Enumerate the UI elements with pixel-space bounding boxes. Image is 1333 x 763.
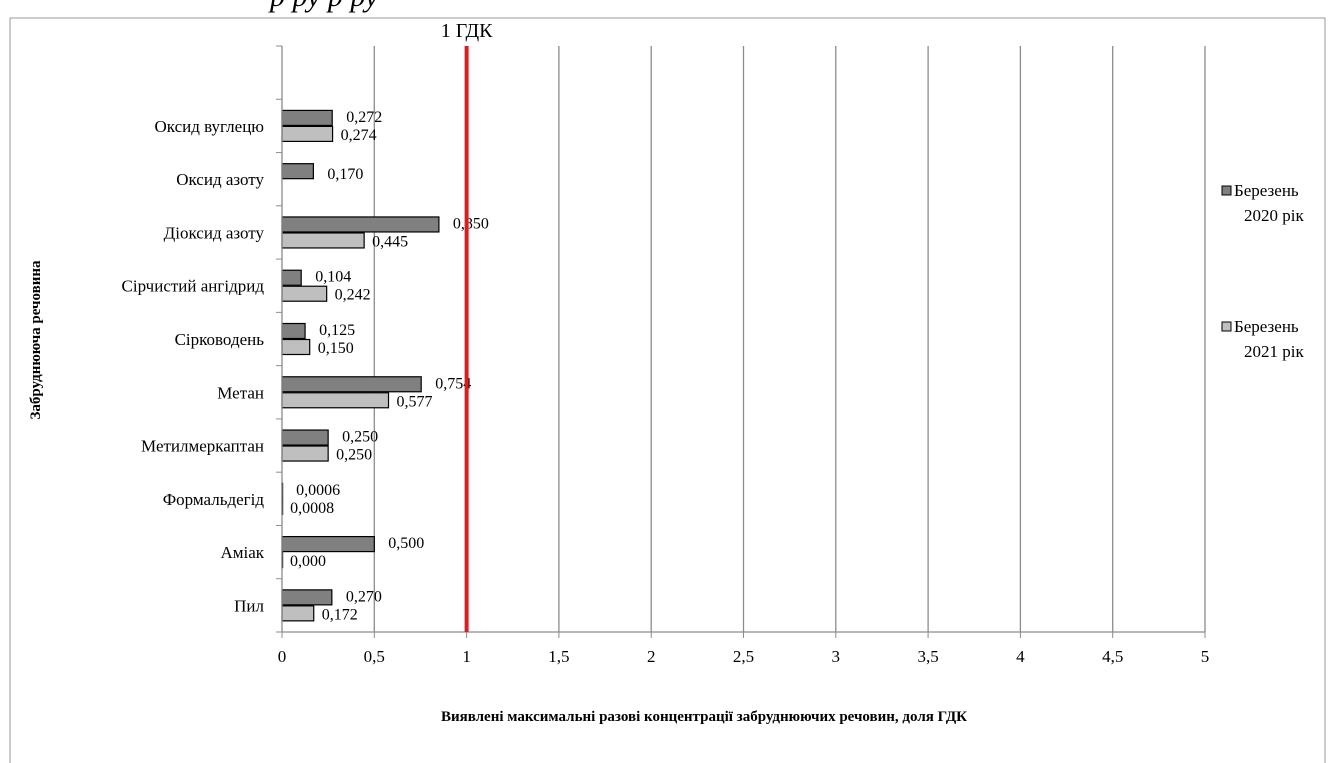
data-label-2020: 0,170 [327, 166, 363, 183]
legend-swatch [1221, 185, 1232, 196]
x-tick-label: 2,5 [733, 647, 754, 666]
x-tick-label: 5 [1201, 647, 1210, 666]
data-labels: 0,2700,1720,5000,0000,00060,00080,2500,2… [290, 109, 489, 623]
bar-2021 [281, 392, 390, 409]
category-label: Аміак [220, 543, 264, 562]
data-label-2021: 0,150 [318, 340, 354, 357]
reference-line-group: 1 ГДК [441, 20, 493, 632]
category-label: Пил [234, 596, 264, 615]
category-label: Діоксид азоту [164, 223, 265, 242]
x-tick-label: 0 [278, 647, 287, 666]
data-label-2020: 0,850 [453, 215, 489, 232]
y-axis-title: Забруднююча речовина [28, 260, 44, 420]
data-label-2021: 0,577 [397, 393, 433, 410]
bar-2020 [281, 429, 329, 446]
category-label: Метан [217, 383, 264, 402]
header-partial-text: р ру р ру [268, 0, 379, 13]
x-tick-label: 3,5 [917, 647, 938, 666]
category-label: Оксид азоту [176, 170, 264, 189]
category-label: Метилмеркаптан [141, 437, 264, 456]
category-label: Формальдегід [163, 490, 265, 509]
x-tick-label: 4,5 [1102, 647, 1123, 666]
legend-label: 2020 рік [1244, 206, 1304, 225]
bar-2021 [281, 125, 334, 143]
data-label-2020: 0,754 [435, 375, 471, 392]
bar-2020 [281, 589, 333, 606]
bar-2021 [281, 445, 329, 462]
reference-line-label: 1 ГДК [441, 20, 493, 42]
x-tick-label: 1 [462, 647, 471, 666]
legend-swatch [1221, 321, 1232, 332]
data-label-2021: 0,250 [336, 447, 372, 464]
x-tick-label: 0,5 [364, 647, 385, 666]
x-tick-label: 3 [832, 647, 841, 666]
bar-2021 [281, 232, 365, 249]
category-label: Оксид вуглецю [154, 117, 264, 136]
x-tick-label: 4 [1016, 647, 1025, 666]
legend-label: Березень [1234, 317, 1299, 336]
category-label: Сірководень [175, 330, 265, 349]
x-tick-label: 2 [647, 647, 656, 666]
data-label-2021: 0,172 [322, 606, 358, 623]
legend-label: Березень [1234, 181, 1299, 200]
bar-2020 [281, 216, 440, 233]
bar-2020 [281, 322, 306, 340]
category-label: Сірчистий ангідрид [122, 277, 265, 296]
data-label-2020: 0,272 [346, 109, 382, 126]
data-label-2020: 0,104 [315, 269, 351, 286]
axes: 0 0,5 1 1,5 2 2,5 3 3,5 4 4,5 5 Пил Аміак Формальдегі… [122, 45, 1210, 666]
x-axis-title: Виявлені максимальні разові концентрації… [441, 709, 967, 725]
bar-2021 [281, 338, 311, 356]
legend: Березень 2020 рік Березень 2021 рік [1221, 181, 1304, 361]
bar-2020 [281, 269, 302, 286]
data-label-2020: 0,250 [342, 429, 378, 446]
x-tick-label: 1,5 [548, 647, 569, 666]
bar-2020 [281, 109, 333, 127]
chart-frame [9, 17, 1326, 763]
data-label-2020: 0,270 [346, 588, 382, 605]
data-label-2021: 0,445 [372, 233, 408, 250]
legend-label: 2021 рік [1244, 342, 1304, 361]
data-label-2021: 0,0008 [290, 500, 334, 517]
bar-2021 [281, 285, 328, 302]
data-label-2020: 0,500 [388, 535, 424, 552]
data-label-2021: 0,000 [290, 553, 326, 570]
bar-2020 [281, 376, 422, 393]
bar-2020 [281, 535, 375, 553]
data-label-2020: 0,0006 [296, 482, 340, 499]
bar-2020 [281, 163, 314, 180]
grid-lines [373, 46, 1206, 632]
data-label-2021: 0,242 [335, 287, 371, 304]
data-label-2020: 0,125 [319, 322, 355, 339]
data-label-2021: 0,274 [341, 127, 377, 144]
bar-2021 [281, 605, 315, 622]
